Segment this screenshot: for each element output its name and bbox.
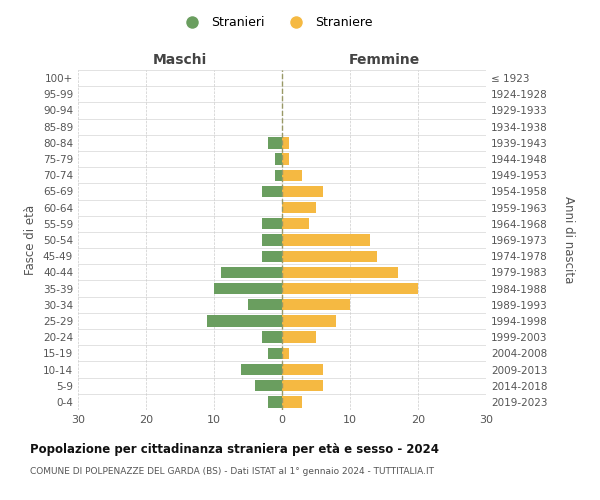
Bar — [282, 202, 316, 213]
Bar — [275, 154, 282, 164]
Bar — [268, 396, 282, 407]
Bar — [282, 137, 289, 148]
Bar — [282, 364, 323, 375]
Bar — [275, 170, 282, 181]
Bar — [282, 396, 302, 407]
Bar — [262, 186, 282, 197]
Bar — [262, 218, 282, 230]
Bar — [282, 283, 418, 294]
Text: Maschi: Maschi — [153, 53, 207, 67]
Bar — [282, 250, 377, 262]
Bar — [262, 250, 282, 262]
Bar — [255, 380, 282, 392]
Bar — [282, 186, 323, 197]
Bar — [241, 364, 282, 375]
Bar — [268, 137, 282, 148]
Bar — [221, 266, 282, 278]
Bar — [207, 316, 282, 326]
Bar — [248, 299, 282, 310]
Bar — [262, 332, 282, 343]
Bar — [262, 234, 282, 246]
Bar — [282, 348, 289, 359]
Bar — [282, 154, 289, 164]
Bar — [282, 316, 337, 326]
Bar — [282, 266, 398, 278]
Bar — [268, 348, 282, 359]
Text: Femmine: Femmine — [349, 53, 419, 67]
Bar — [282, 234, 370, 246]
Text: Popolazione per cittadinanza straniera per età e sesso - 2024: Popolazione per cittadinanza straniera p… — [30, 442, 439, 456]
Bar — [282, 170, 302, 181]
Y-axis label: Fasce di età: Fasce di età — [25, 205, 37, 275]
Bar — [214, 283, 282, 294]
Bar — [282, 332, 316, 343]
Bar — [282, 218, 309, 230]
Y-axis label: Anni di nascita: Anni di nascita — [562, 196, 575, 284]
Text: COMUNE DI POLPENAZZE DEL GARDA (BS) - Dati ISTAT al 1° gennaio 2024 - TUTTITALIA: COMUNE DI POLPENAZZE DEL GARDA (BS) - Da… — [30, 468, 434, 476]
Bar — [282, 380, 323, 392]
Legend: Stranieri, Straniere: Stranieri, Straniere — [175, 11, 377, 34]
Bar — [282, 299, 350, 310]
